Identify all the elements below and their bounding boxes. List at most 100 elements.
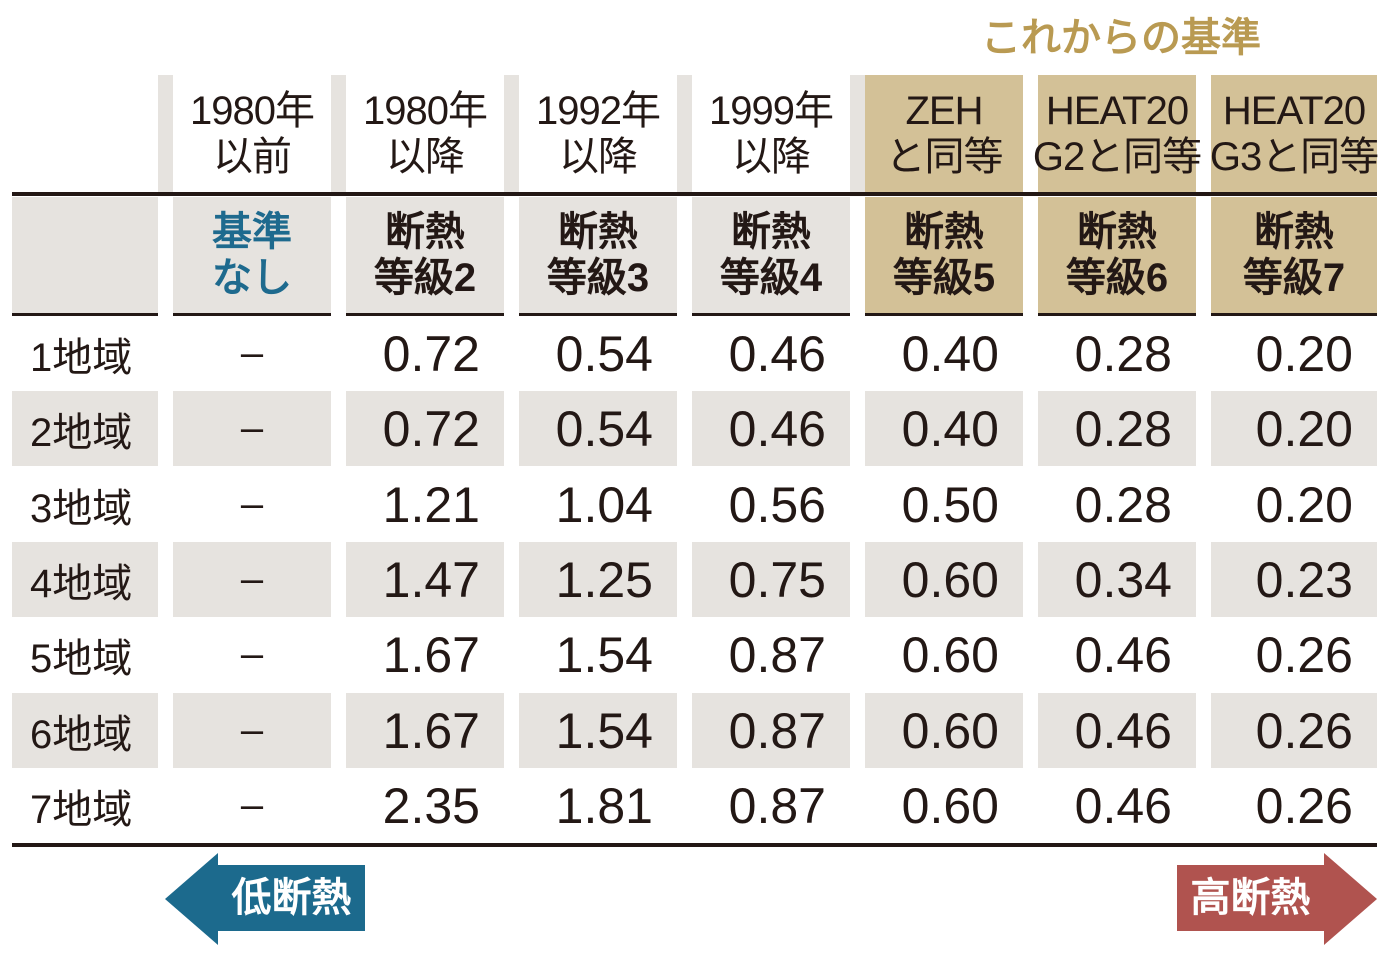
- grade-header: 断熱 等級2: [346, 197, 504, 313]
- table-cell: 1.67: [382, 626, 480, 683]
- grade-header: 断熱 等級7: [1211, 197, 1377, 313]
- table-cell: 0.40: [865, 391, 1023, 466]
- table-cell: 0.72: [346, 391, 504, 466]
- region-label: 6地域: [12, 693, 158, 768]
- table-cell: 1.47: [346, 542, 504, 617]
- table-cell: 1.54: [519, 693, 677, 768]
- era-line: HEAT20: [1222, 88, 1366, 133]
- table-cell: 0.60: [865, 542, 1023, 617]
- table-cell: 0.75: [692, 542, 850, 617]
- era-line: 1992年: [536, 88, 661, 133]
- grade-line: 等級6: [1065, 256, 1169, 300]
- region-label: 2地域: [12, 391, 158, 466]
- column-underline: [1211, 313, 1377, 316]
- grade-line: なし: [212, 256, 292, 300]
- right-arrow-icon: [1177, 853, 1377, 945]
- era-line: HEAT20: [1045, 88, 1189, 133]
- grade-line: 断熱: [1254, 210, 1334, 254]
- table-cell: 0.60: [901, 626, 999, 683]
- table-cell: 0.60: [865, 693, 1023, 768]
- corner-cell: [12, 197, 158, 313]
- grade-header: 基準 なし: [173, 197, 331, 313]
- table-cell: 0.50: [901, 476, 999, 533]
- header-divider: [12, 192, 1377, 196]
- grade-line: 等級3: [546, 256, 650, 300]
- era-line: 1980年: [190, 88, 315, 133]
- era-line: G3と同等: [1209, 134, 1379, 179]
- table-cell: 0.28: [1074, 325, 1172, 382]
- table-cell: –: [240, 632, 264, 676]
- grade-header: 断熱 等級6: [1038, 197, 1196, 313]
- table-cell: 0.20: [1255, 476, 1353, 533]
- era-line: 1999年: [709, 88, 834, 133]
- era-header: HEAT20 G2と同等: [1033, 75, 1202, 192]
- column-underline: [519, 313, 677, 316]
- grade-line: 等級7: [1242, 256, 1346, 300]
- column-underline: [12, 313, 158, 316]
- era-header: 1999年 以降: [692, 75, 850, 192]
- table-cell: 1.25: [519, 542, 677, 617]
- table-cell: 0.87: [728, 777, 826, 834]
- table-cell: 2.35: [382, 777, 480, 834]
- table-cell: 0.20: [1255, 325, 1353, 382]
- table-cell: –: [240, 783, 264, 827]
- era-header: HEAT20 G3と同等: [1209, 75, 1379, 192]
- table-cell: –: [173, 391, 331, 466]
- grade-line: 等級2: [373, 256, 477, 300]
- era-line: 以降: [732, 134, 811, 179]
- left-arrow-icon: [165, 853, 365, 945]
- era-line: 以降: [386, 134, 465, 179]
- era-line: 1980年: [363, 88, 488, 133]
- table-cell: 1.67: [346, 693, 504, 768]
- column-separator: [850, 75, 865, 192]
- column-underline: [346, 313, 504, 316]
- table-cell: 1.81: [555, 777, 653, 834]
- column-underline: [1038, 313, 1196, 316]
- grade-line: 基準: [212, 210, 292, 254]
- era-line: 以前: [213, 134, 292, 179]
- table-cell: 1.54: [555, 626, 653, 683]
- table-cell: 0.72: [382, 325, 480, 382]
- grade-header: 断熱 等級5: [865, 197, 1023, 313]
- table-cell: 0.46: [1074, 626, 1172, 683]
- table-cell: 0.60: [901, 777, 999, 834]
- era-line: G2と同等: [1032, 134, 1202, 179]
- high-insulation-label: 高断熱: [1190, 876, 1311, 920]
- table-cell: 0.46: [692, 391, 850, 466]
- grade-line: 断熱: [558, 210, 638, 254]
- grade-header: 断熱 等級3: [519, 197, 677, 313]
- table-cell: 0.26: [1211, 693, 1377, 768]
- grade-line: 断熱: [731, 210, 811, 254]
- future-standards-title: これからの基準: [981, 16, 1261, 60]
- table-cell: 0.40: [901, 325, 999, 382]
- table-cell: –: [240, 331, 264, 375]
- table-cell: 0.34: [1038, 542, 1196, 617]
- era-header: ZEH と同等: [865, 75, 1023, 192]
- column-underline: [692, 313, 850, 316]
- table-cell: 0.20: [1211, 391, 1377, 466]
- table-cell: 1.04: [555, 476, 653, 533]
- table-cell: 0.23: [1211, 542, 1377, 617]
- region-label: 7地域: [30, 787, 133, 832]
- low-insulation-arrow: 低断熱: [165, 853, 365, 945]
- table-cell: –: [173, 693, 331, 768]
- region-label: 5地域: [30, 636, 133, 681]
- region-label: 1地域: [30, 335, 133, 380]
- high-insulation-arrow: 高断熱: [1177, 853, 1377, 945]
- table-cell: 1.21: [382, 476, 480, 533]
- table-cell: –: [240, 482, 264, 526]
- era-line: と同等: [885, 134, 1004, 179]
- era-line: 以降: [559, 134, 638, 179]
- table-cell: 0.28: [1038, 391, 1196, 466]
- grade-line: 断熱: [904, 210, 984, 254]
- table-cell: 0.46: [1038, 693, 1196, 768]
- grade-line: 等級5: [892, 256, 996, 300]
- column-separator: [158, 75, 173, 192]
- grade-header: 断熱 等級4: [692, 197, 850, 313]
- column-separator: [331, 75, 346, 192]
- era-header: 1980年 以降: [346, 75, 504, 192]
- table-cell: 0.26: [1255, 626, 1353, 683]
- column-underline: [173, 313, 331, 316]
- column-separator: [504, 75, 519, 192]
- grade-line: 断熱: [1077, 210, 1157, 254]
